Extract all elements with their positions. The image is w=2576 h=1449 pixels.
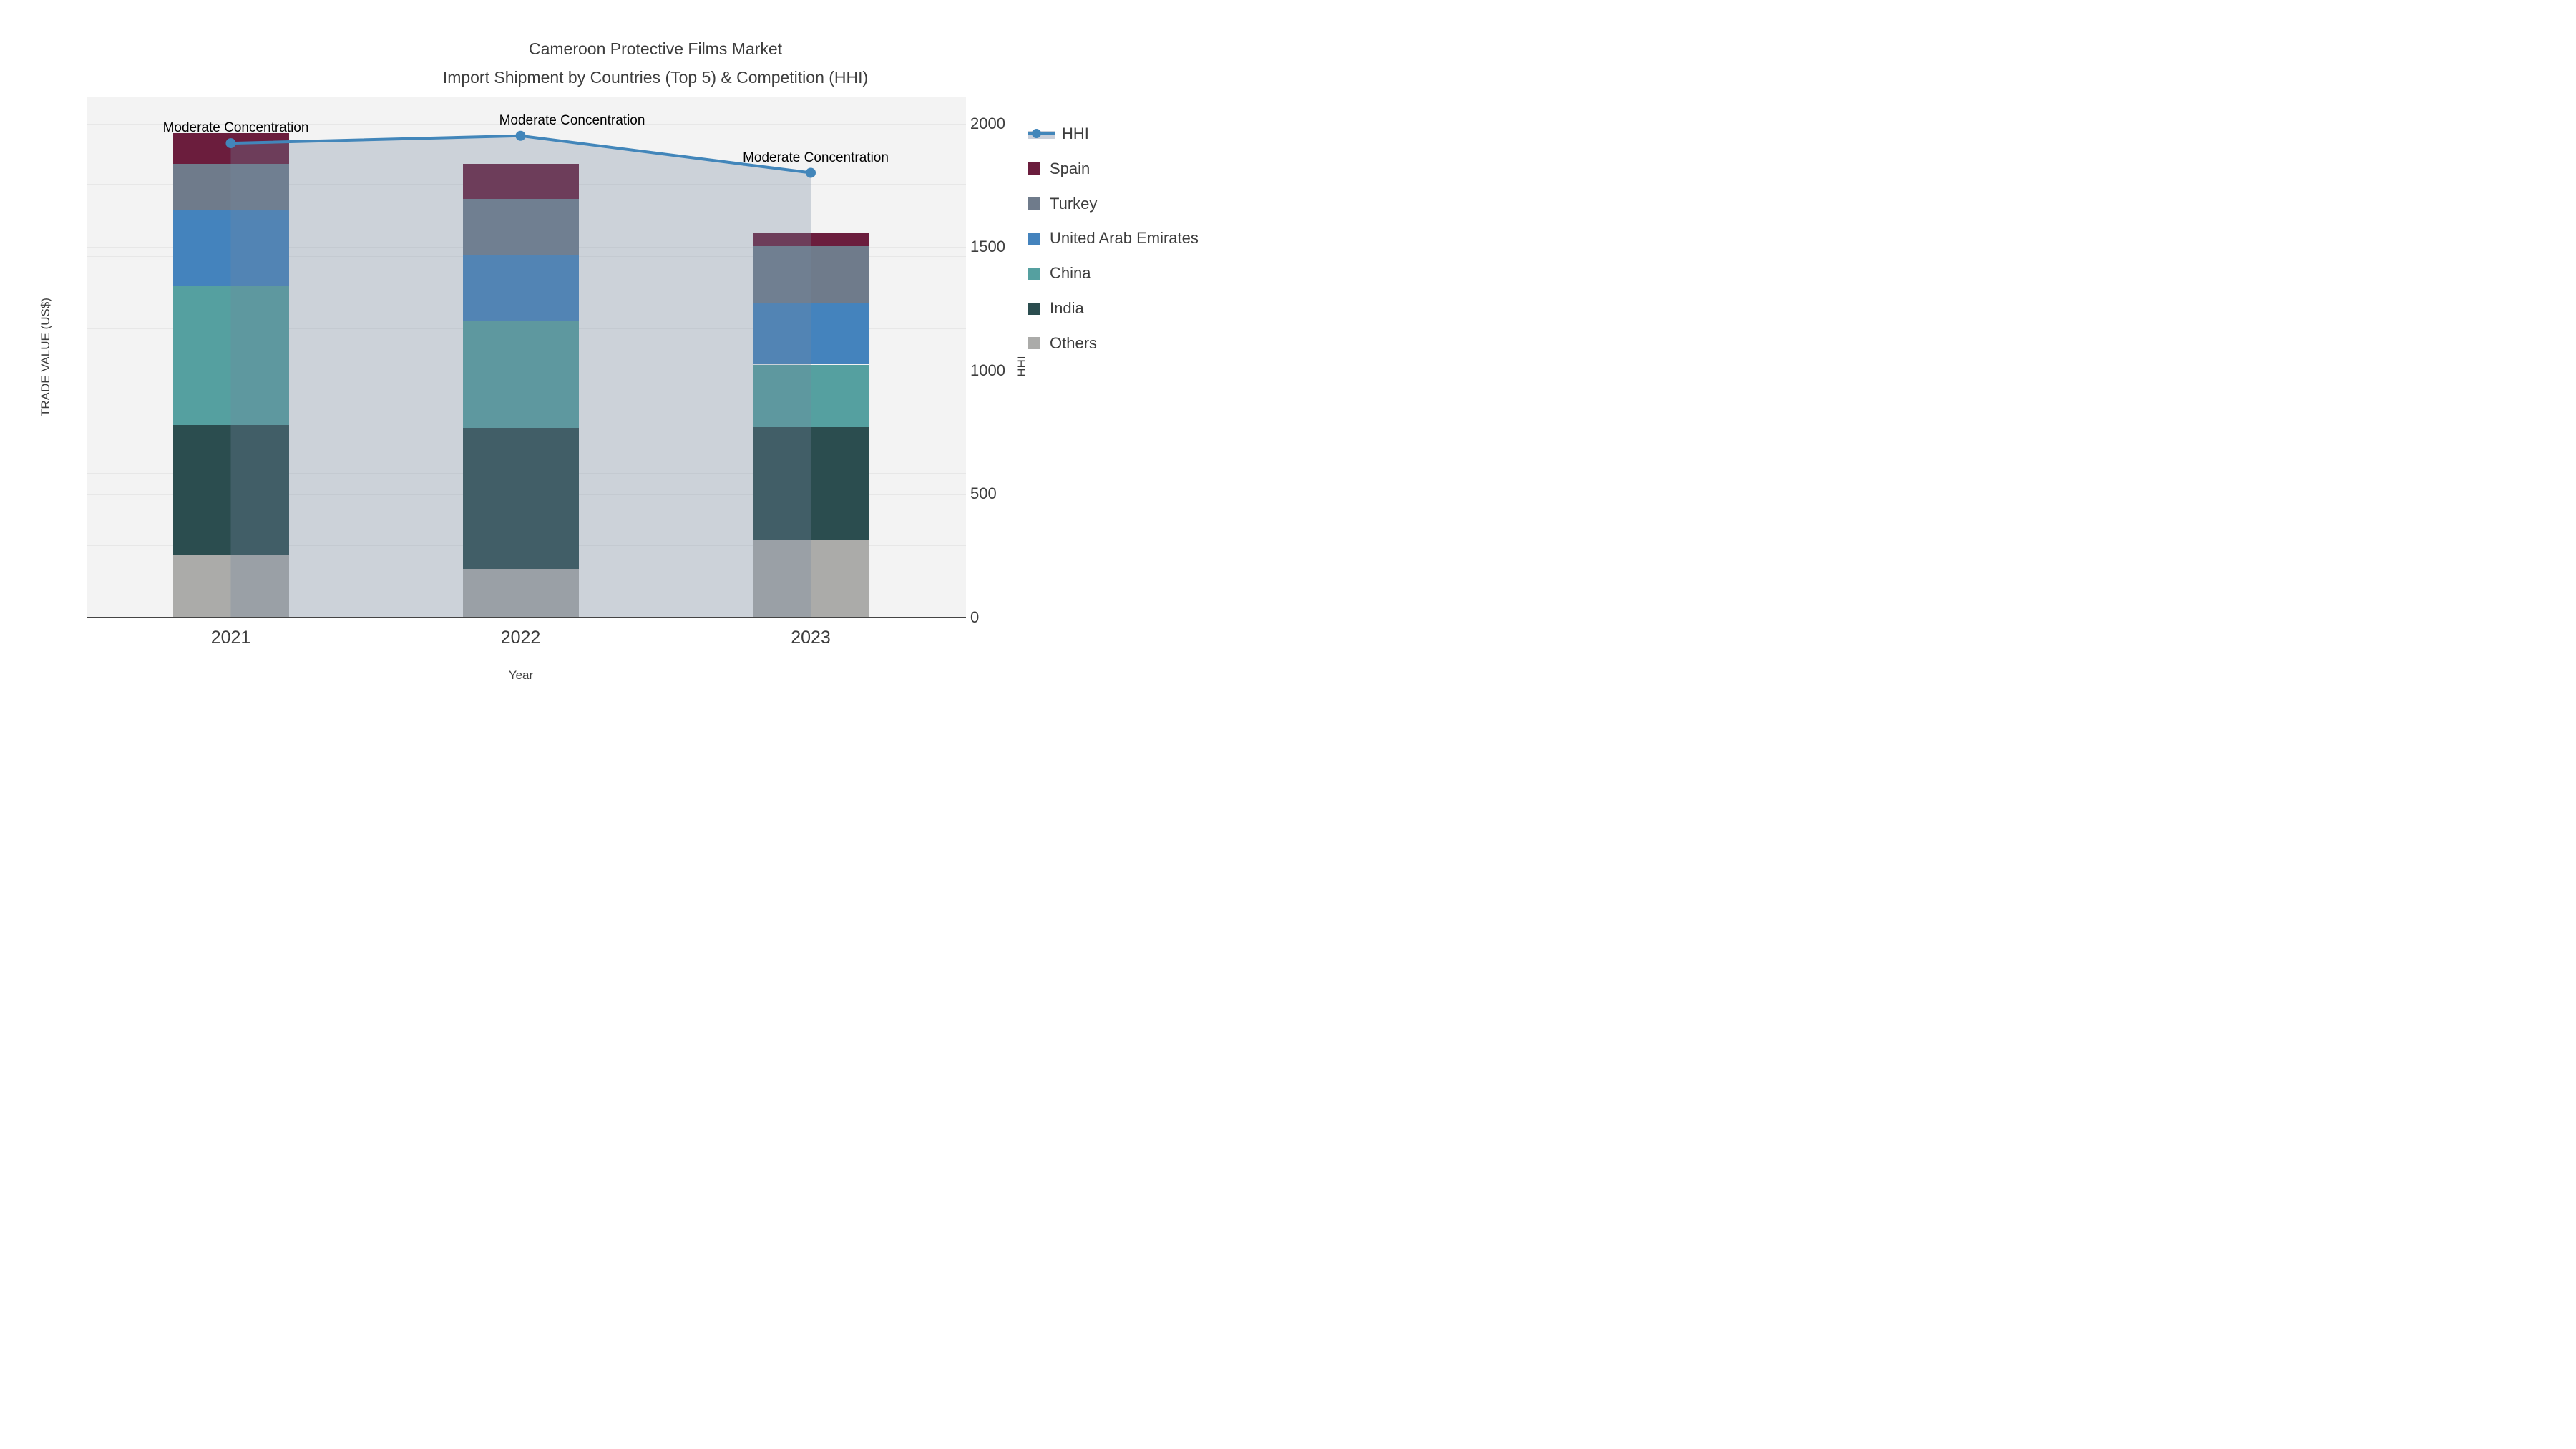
hhi-marker-2023[interactable]: [806, 167, 816, 178]
right-tick-2000: 2000: [970, 114, 1005, 132]
legend-label: China: [1050, 264, 1091, 283]
legend-item-hhi[interactable]: HHI: [1028, 125, 1089, 143]
chart-title: Cameroon Protective Films Market Import …: [443, 34, 868, 92]
legend-swatch-turkey: [1028, 197, 1040, 210]
bar-segment-united-arab-emirates-2023[interactable]: [753, 303, 869, 365]
right-tick-500: 500: [970, 484, 997, 502]
annotation-2023: Moderate Concentration: [743, 150, 889, 165]
left-axis-title: TRADE VALUE (US$): [39, 298, 52, 416]
hhi-marker-2021[interactable]: [225, 138, 236, 149]
legend-swatch-spain: [1028, 162, 1040, 175]
legend-swatch-united-arab-emirates: [1028, 232, 1040, 245]
annotation-2022: Moderate Concentration: [499, 112, 645, 128]
hhi-area-swatch: [1028, 131, 1055, 139]
legend-item-china[interactable]: China: [1028, 264, 1091, 283]
x-axis-title: Year: [508, 668, 534, 682]
bar-segment-turkey-2021[interactable]: [172, 164, 289, 210]
legend-label: India: [1050, 299, 1084, 317]
x-axis-line: [87, 616, 966, 618]
right-tick-1500: 1500: [970, 238, 1005, 255]
legend-label: HHI: [1062, 125, 1089, 142]
hhi-area-fill: [230, 135, 811, 618]
legend-label: Others: [1050, 333, 1098, 352]
legend-item-india[interactable]: India: [1028, 299, 1084, 318]
x-tick-2021: 2021: [210, 627, 251, 648]
hhi-marker-2022[interactable]: [515, 130, 526, 141]
legend-label: Spain: [1050, 159, 1091, 177]
legend-item-turkey[interactable]: Turkey: [1028, 195, 1097, 213]
legend-swatch-china: [1028, 267, 1040, 280]
bar-segment-united-arab-emirates-2022[interactable]: [462, 255, 579, 321]
bar-segment-india-2023[interactable]: [753, 427, 869, 540]
bar-segment-turkey-2022[interactable]: [462, 198, 579, 255]
x-tick-2022: 2022: [500, 627, 541, 648]
gridline-trade-14M: [87, 111, 966, 112]
bar-segment-spain-2023[interactable]: [753, 233, 869, 246]
legend-swatch-hhi: [1028, 129, 1055, 139]
annotation-2021: Moderate Concentration: [162, 120, 309, 136]
bar-segment-china-2022[interactable]: [462, 321, 579, 429]
legend-item-spain[interactable]: Spain: [1028, 160, 1090, 178]
legend-swatch-india: [1028, 302, 1040, 315]
bar-segment-others-2023[interactable]: [753, 540, 869, 618]
bar-segment-turkey-2023[interactable]: [753, 245, 869, 303]
legend-item-others[interactable]: Others: [1028, 334, 1097, 353]
bar-segment-india-2021[interactable]: [172, 424, 289, 555]
bar-segment-china-2021[interactable]: [172, 286, 289, 425]
hhi-line-layer: [225, 130, 816, 618]
bar-segment-china-2023[interactable]: [753, 364, 869, 428]
gridline-hhi-2000: [87, 123, 966, 125]
x-tick-2023: 2023: [791, 627, 831, 648]
legend-swatch-others: [1028, 337, 1040, 350]
bar-segment-spain-2022[interactable]: [462, 164, 579, 199]
chart-figure: Cameroon Protective Films Market Import …: [0, 0, 1288, 725]
bar-segment-spain-2021[interactable]: [172, 132, 289, 165]
legend-label: Turkey: [1050, 194, 1098, 213]
legend-label: United Arab Emirates: [1050, 229, 1199, 248]
chart-title-line2: Import Shipment by Countries (Top 5) & C…: [442, 68, 869, 87]
legend-item-united-arab-emirates[interactable]: United Arab Emirates: [1028, 229, 1199, 248]
chart-title-line1: Cameroon Protective Films Market: [528, 39, 783, 58]
bar-segment-others-2022[interactable]: [462, 568, 579, 618]
right-axis-title: HHI: [1015, 356, 1028, 377]
bar-segment-india-2022[interactable]: [462, 428, 579, 569]
bar-segment-united-arab-emirates-2021[interactable]: [172, 210, 289, 287]
bar-segment-others-2021[interactable]: [172, 554, 289, 618]
hhi-line-swatch: [1028, 132, 1055, 135]
right-tick-0: 0: [970, 608, 980, 626]
hhi-dot-swatch: [1032, 129, 1041, 138]
right-tick-1000: 1000: [970, 361, 1005, 379]
